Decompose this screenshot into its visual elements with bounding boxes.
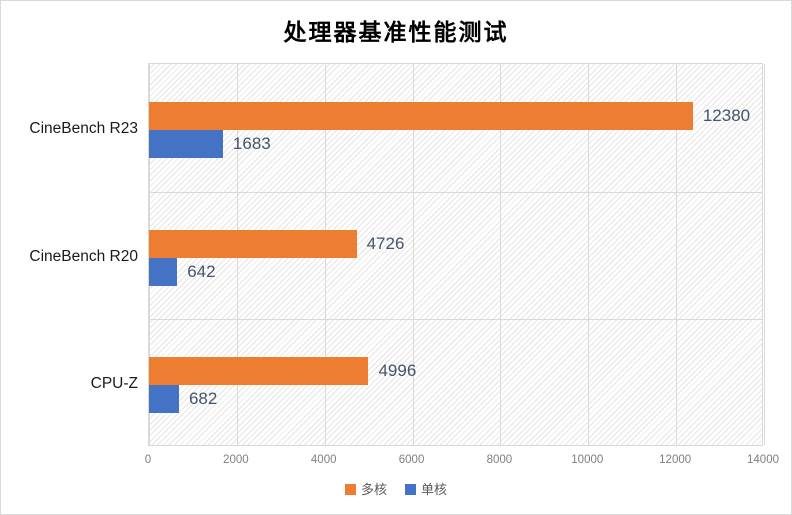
legend-label: 单核	[421, 482, 448, 497]
gridline-horizontal	[149, 191, 762, 193]
bar-single-core	[149, 129, 223, 158]
x-tick-label: 2000	[223, 454, 249, 466]
chart-title: 处理器基准性能测试	[283, 19, 509, 45]
legend-item-single-core: 单核	[405, 482, 447, 497]
gridline-vertical	[764, 64, 765, 445]
bar-single-core	[149, 385, 179, 414]
bar-multi-core	[149, 357, 369, 386]
value-label: 12380	[702, 105, 751, 125]
category-label: CPU-Z	[90, 375, 138, 393]
legend-item-multi-core: 多核	[344, 482, 387, 497]
gridline-vertical	[500, 64, 502, 445]
legend-swatch-icon	[344, 484, 356, 495]
legend-swatch-icon	[405, 484, 416, 495]
x-tick-label: 6000	[398, 454, 425, 466]
x-tick-label: 12000	[659, 454, 692, 466]
bar-multi-core	[149, 229, 357, 258]
x-tick-label: 0	[144, 454, 152, 466]
gridline-vertical	[412, 64, 414, 445]
x-tick-label: 10000	[571, 454, 604, 466]
category-label: CineBench R20	[29, 247, 138, 265]
gridline-vertical	[676, 64, 678, 445]
legend: 多核 单核	[1, 482, 791, 497]
x-tick-label: 4000	[310, 454, 337, 466]
value-label: 4726	[366, 233, 405, 253]
legend-label: 多核	[360, 482, 387, 497]
x-tick-label: 14000	[747, 454, 779, 466]
bar-multi-core	[149, 101, 693, 130]
bar-single-core	[149, 257, 178, 286]
value-label: 682	[188, 389, 218, 409]
value-label: 4996	[378, 361, 417, 381]
value-label: 642	[187, 261, 216, 281]
gridline-vertical	[588, 64, 590, 445]
gridline-horizontal	[149, 319, 762, 321]
x-tick-label: 8000	[486, 454, 513, 466]
value-label: 1683	[232, 133, 271, 153]
category-label: CineBench R23	[29, 119, 138, 137]
plot-area: 12380 1683 4726 642 4996 682	[148, 63, 765, 446]
